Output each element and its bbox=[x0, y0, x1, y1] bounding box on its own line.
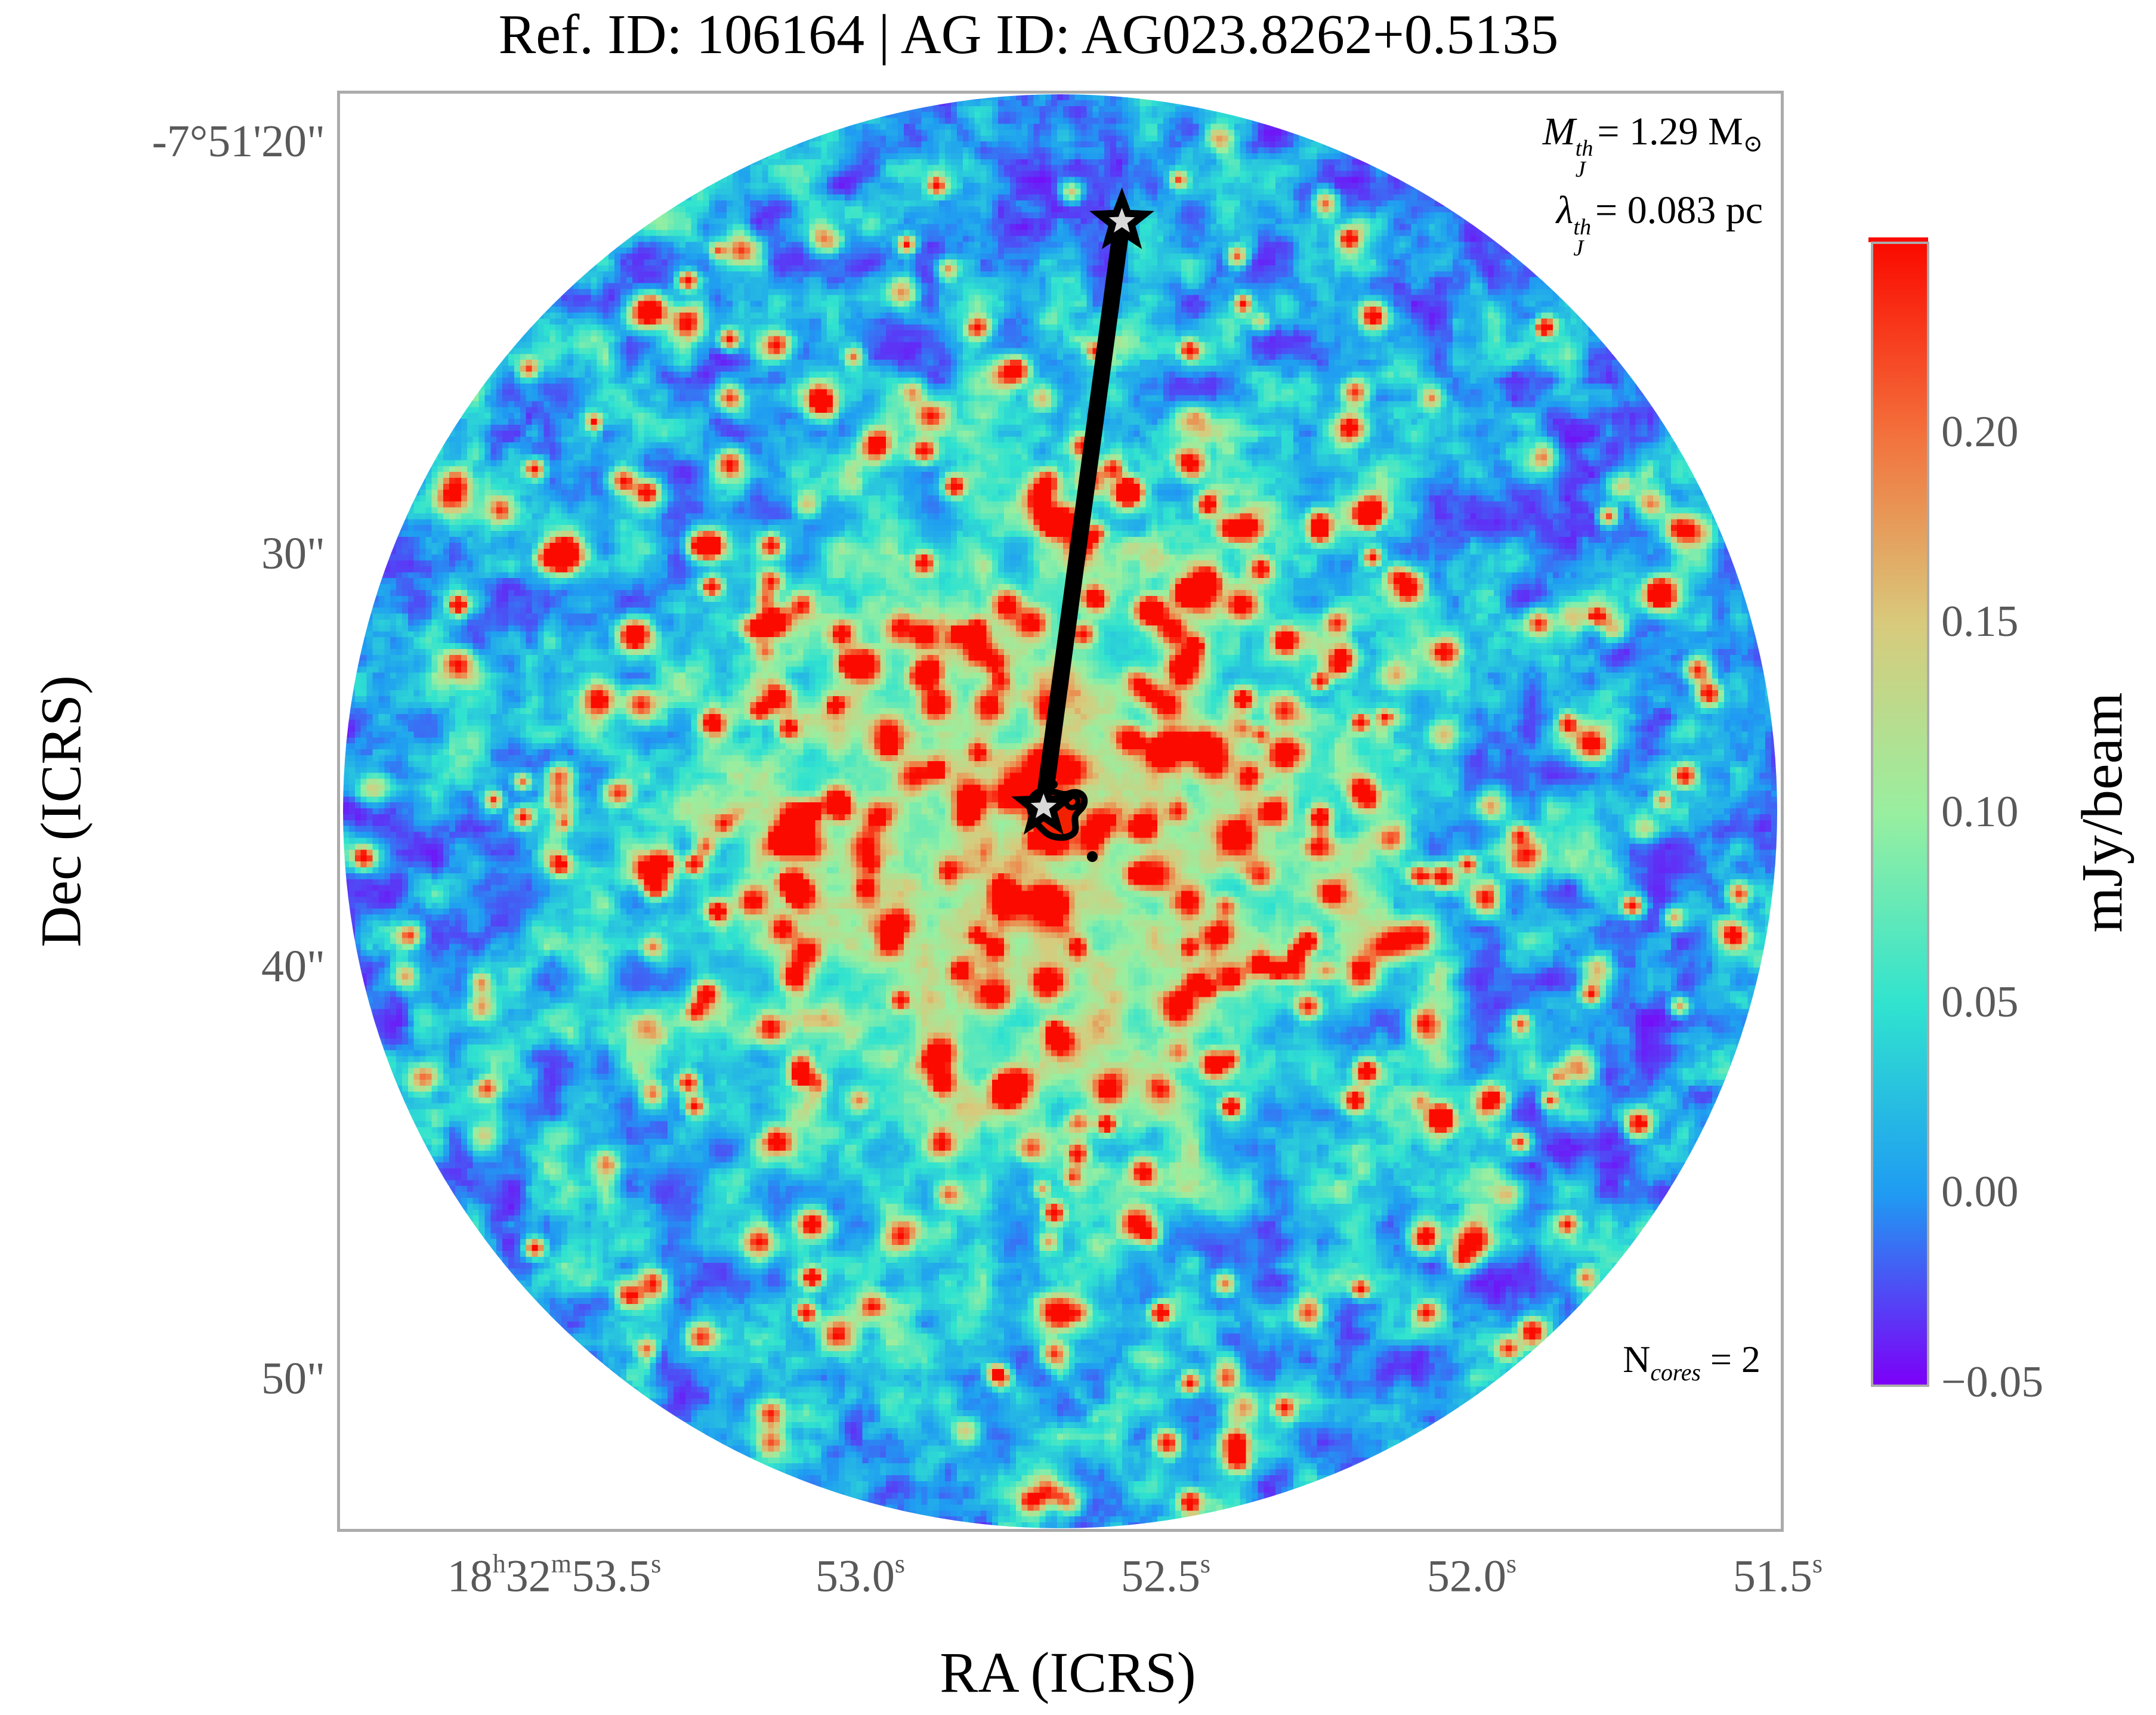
y-axis-label: Dec (ICRS) bbox=[29, 675, 93, 947]
star-marker-2 bbox=[1011, 773, 1076, 835]
markers-overlay bbox=[1011, 187, 1154, 862]
y-tick-label: 50" bbox=[261, 1354, 325, 1404]
core-connector-line bbox=[1035, 220, 1130, 808]
jeans-length-supsub: th J bbox=[1573, 214, 1592, 261]
jeans-mass-sup: th bbox=[1575, 136, 1593, 162]
colorbar-tick-label: 0.10 bbox=[1941, 787, 2019, 836]
x-axis-ticks: 18h32m53.5s 53.0s 52.5s 52.0s 51.5s bbox=[340, 1549, 1823, 1626]
jeans-length-symbol: λ bbox=[1556, 188, 1574, 232]
x-tick-unit: s bbox=[1506, 1549, 1517, 1578]
colorbar-ticks: 0.20 0.15 0.10 0.05 0.00 −0.05 bbox=[1941, 242, 2138, 1407]
jeans-length-line: λ th J = 0.083 pc bbox=[1543, 181, 1763, 261]
x-tick-unit: s bbox=[1812, 1549, 1823, 1578]
ncores-symbol: N bbox=[1623, 1338, 1651, 1380]
jeans-length-sub: J bbox=[1573, 235, 1584, 261]
colorbar-tick-label: 0.00 bbox=[1941, 1167, 2019, 1216]
x-axis-label: RA (ICRS) bbox=[940, 1640, 1196, 1704]
sun-symbol: ⊙ bbox=[1743, 130, 1763, 157]
y-tick-label: 30" bbox=[261, 529, 325, 579]
core-dot bbox=[1049, 780, 1058, 789]
jeans-length-sup: th bbox=[1573, 214, 1592, 240]
colorbar-cap bbox=[1868, 237, 1928, 242]
jeans-mass-symbol: M bbox=[1542, 110, 1576, 153]
colorbar-tick-label: 0.05 bbox=[1941, 978, 2019, 1027]
colorbar-label: mJy/beam bbox=[2070, 692, 2135, 933]
x-tick-label: 52.5s bbox=[1120, 1549, 1211, 1602]
core-dots bbox=[1049, 780, 1098, 862]
x-tick-label: 52.0s bbox=[1426, 1549, 1517, 1602]
ncores-sub: cores bbox=[1650, 1359, 1701, 1386]
colorbar-tick-label: 0.15 bbox=[1941, 597, 2019, 646]
core-dot bbox=[1087, 851, 1098, 862]
x-tick-label: 51.5s bbox=[1732, 1549, 1823, 1602]
jeans-mass-value: = 1.29 M bbox=[1597, 110, 1743, 153]
colorbar-tick-label: 0.20 bbox=[1941, 407, 2019, 456]
jeans-length-value: = 0.083 pc bbox=[1595, 188, 1763, 232]
x-tick-unit: s bbox=[894, 1549, 906, 1578]
star-marker-1 bbox=[1089, 187, 1154, 249]
y-tick-label: 40" bbox=[261, 941, 325, 991]
x-tick-unit: s bbox=[1200, 1549, 1211, 1578]
jeans-mass-sub: J bbox=[1575, 157, 1586, 183]
ncores-annotation: Ncores = 2 bbox=[1623, 1337, 1760, 1386]
y-tick-label: -7°51'20" bbox=[152, 116, 325, 166]
x-tick-unit: h bbox=[492, 1549, 506, 1578]
colorbar bbox=[1871, 242, 1929, 1387]
x-tick-label: 18h32m53.5s bbox=[447, 1549, 662, 1602]
page-title: Ref. ID: 106164 | AG ID: AG023.8262+0.51… bbox=[498, 4, 1559, 66]
x-tick-unit: m bbox=[551, 1549, 572, 1578]
x-tick-label: 53.0s bbox=[815, 1549, 906, 1602]
jeans-mass-supsub: th J bbox=[1575, 136, 1593, 183]
x-tick-unit: s bbox=[651, 1549, 662, 1578]
colorbar-tick-label: −0.05 bbox=[1941, 1358, 2044, 1407]
ncores-value: = 2 bbox=[1700, 1338, 1760, 1380]
y-axis-ticks: -7°51'20" 30" 40" 50" bbox=[75, 94, 325, 1529]
